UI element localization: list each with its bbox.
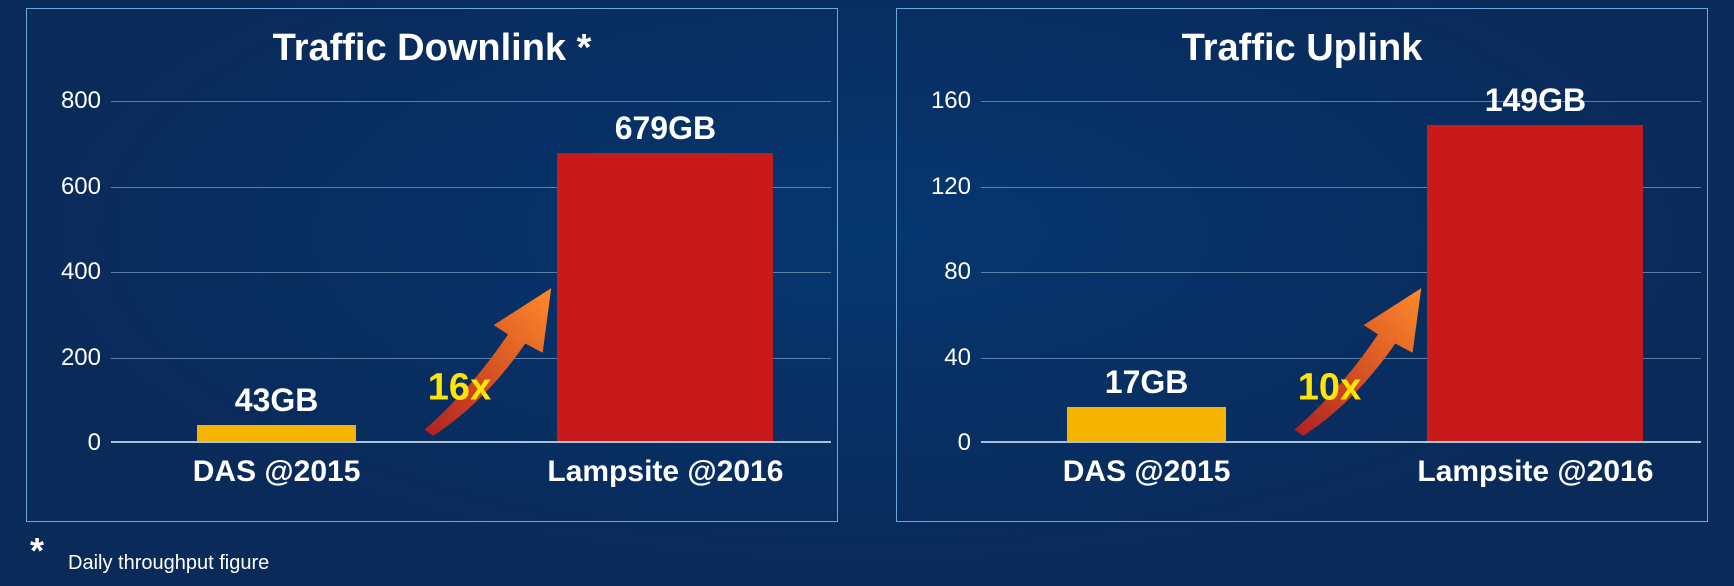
bar-downlink-1 [557,153,773,443]
multiplier-label: 16x [428,367,491,410]
bar-value-label: 17GB [1105,364,1189,401]
chart-title-downlink: Traffic Downlink * [27,27,837,70]
chart-title-uplink: Traffic Uplink [897,27,1707,70]
footnote-asterisk: * [30,530,44,572]
plot-area-downlink: 020040060080043GBDAS @2015679GBLampsite … [111,101,831,443]
y-tick-label: 80 [944,258,981,286]
footnote-text: Daily throughput figure [68,552,269,575]
growth-arrow-icon [1283,282,1427,436]
y-tick-label: 0 [958,429,981,457]
y-tick-label: 400 [61,258,111,286]
bar-value-label: 43GB [235,382,319,419]
category-label: DAS @2015 [1063,443,1231,489]
gridline [981,101,1701,102]
multiplier-label: 10x [1298,367,1361,410]
plot-area-uplink: 0408012016017GBDAS @2015149GBLampsite @2… [981,101,1701,443]
y-tick-label: 200 [61,344,111,372]
category-label: Lampsite @2016 [1417,443,1653,489]
chart-panel-uplink: Traffic Uplink0408012016017GBDAS @201514… [896,8,1708,522]
gridline [111,101,831,102]
bar-value-label: 679GB [615,110,716,147]
bar-uplink-0 [1067,407,1225,443]
stage: Traffic Downlink *020040060080043GBDAS @… [0,0,1734,586]
y-tick-label: 120 [931,173,981,201]
y-tick-label: 800 [61,87,111,115]
x-axis-line [981,441,1701,443]
chart-panel-downlink: Traffic Downlink *020040060080043GBDAS @… [26,8,838,522]
y-tick-label: 0 [88,429,111,457]
growth-arrow-icon [413,282,557,436]
y-tick-label: 600 [61,173,111,201]
bar-uplink-1 [1427,125,1643,443]
category-label: DAS @2015 [193,443,361,489]
bar-value-label: 149GB [1485,82,1586,119]
category-label: Lampsite @2016 [547,443,783,489]
y-tick-label: 160 [931,87,981,115]
x-axis-line [111,441,831,443]
y-tick-label: 40 [944,344,981,372]
